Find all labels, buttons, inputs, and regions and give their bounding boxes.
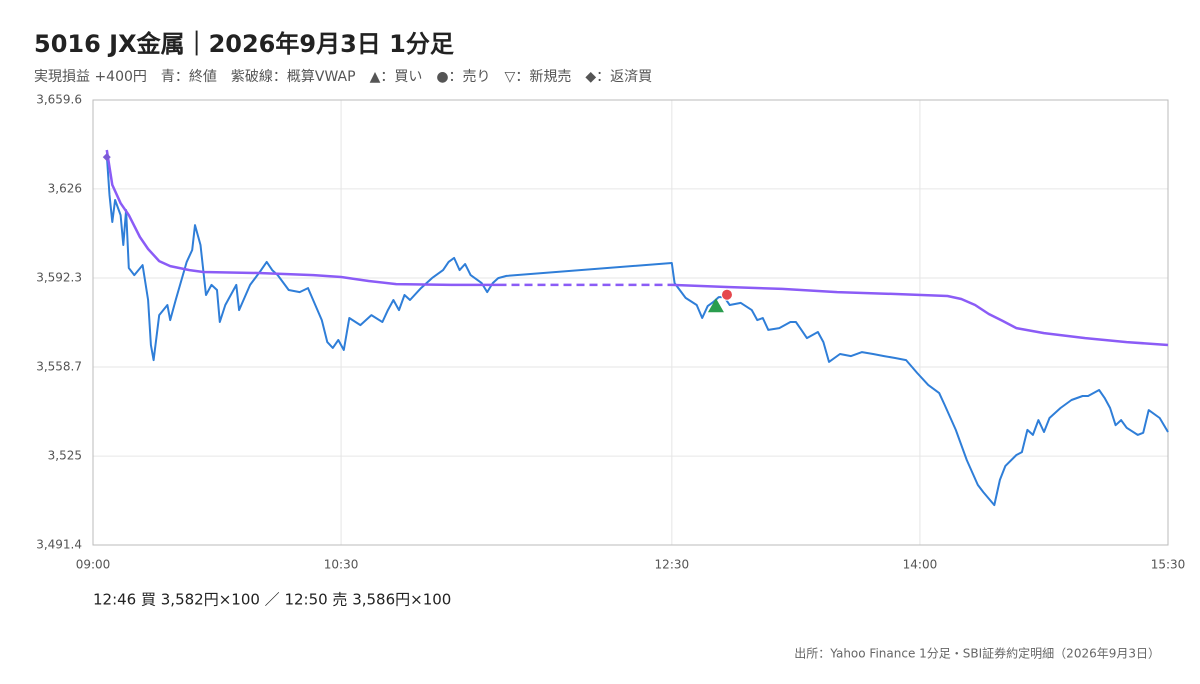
x-tick-label: 12:30 — [655, 558, 690, 572]
series-line — [105, 154, 1169, 507]
x-tick-label: 15:30 — [1151, 558, 1186, 572]
sell-marker — [720, 288, 733, 301]
trade-note: 12:46 買 3,582円×100 ／ 12:50 売 3,586円×100 — [93, 591, 451, 609]
x-tick-label: 10:30 — [324, 558, 359, 572]
chart-title: 5016 JX金属｜2026年9月3日 1分足 — [34, 30, 454, 58]
plot-frame — [92, 99, 1169, 546]
y-tick-label: 3,525 — [48, 449, 82, 463]
y-tick-label: 3,491.4 — [36, 538, 82, 552]
y-tick-label: 3,592.3 — [36, 271, 82, 285]
chart-subtitle: 実現損益 +400円 青：終値 紫破線：概算VWAP ▲：買い ●：売り ▽：新… — [34, 69, 652, 85]
y-tick-label: 3,558.7 — [36, 359, 82, 373]
diamond-marker — [102, 153, 111, 162]
x-tick-label: 09:00 — [76, 558, 111, 572]
x-tick-label: 14:00 — [903, 558, 938, 572]
y-tick-label: 3,659.6 — [36, 93, 82, 107]
y-tick-label: 3,626 — [48, 181, 82, 195]
series-line — [105, 149, 1169, 347]
buy-marker — [707, 298, 724, 313]
source: 出所：Yahoo Finance 1分足・SBI証券約定明細（2026年9月3日… — [794, 646, 1160, 661]
